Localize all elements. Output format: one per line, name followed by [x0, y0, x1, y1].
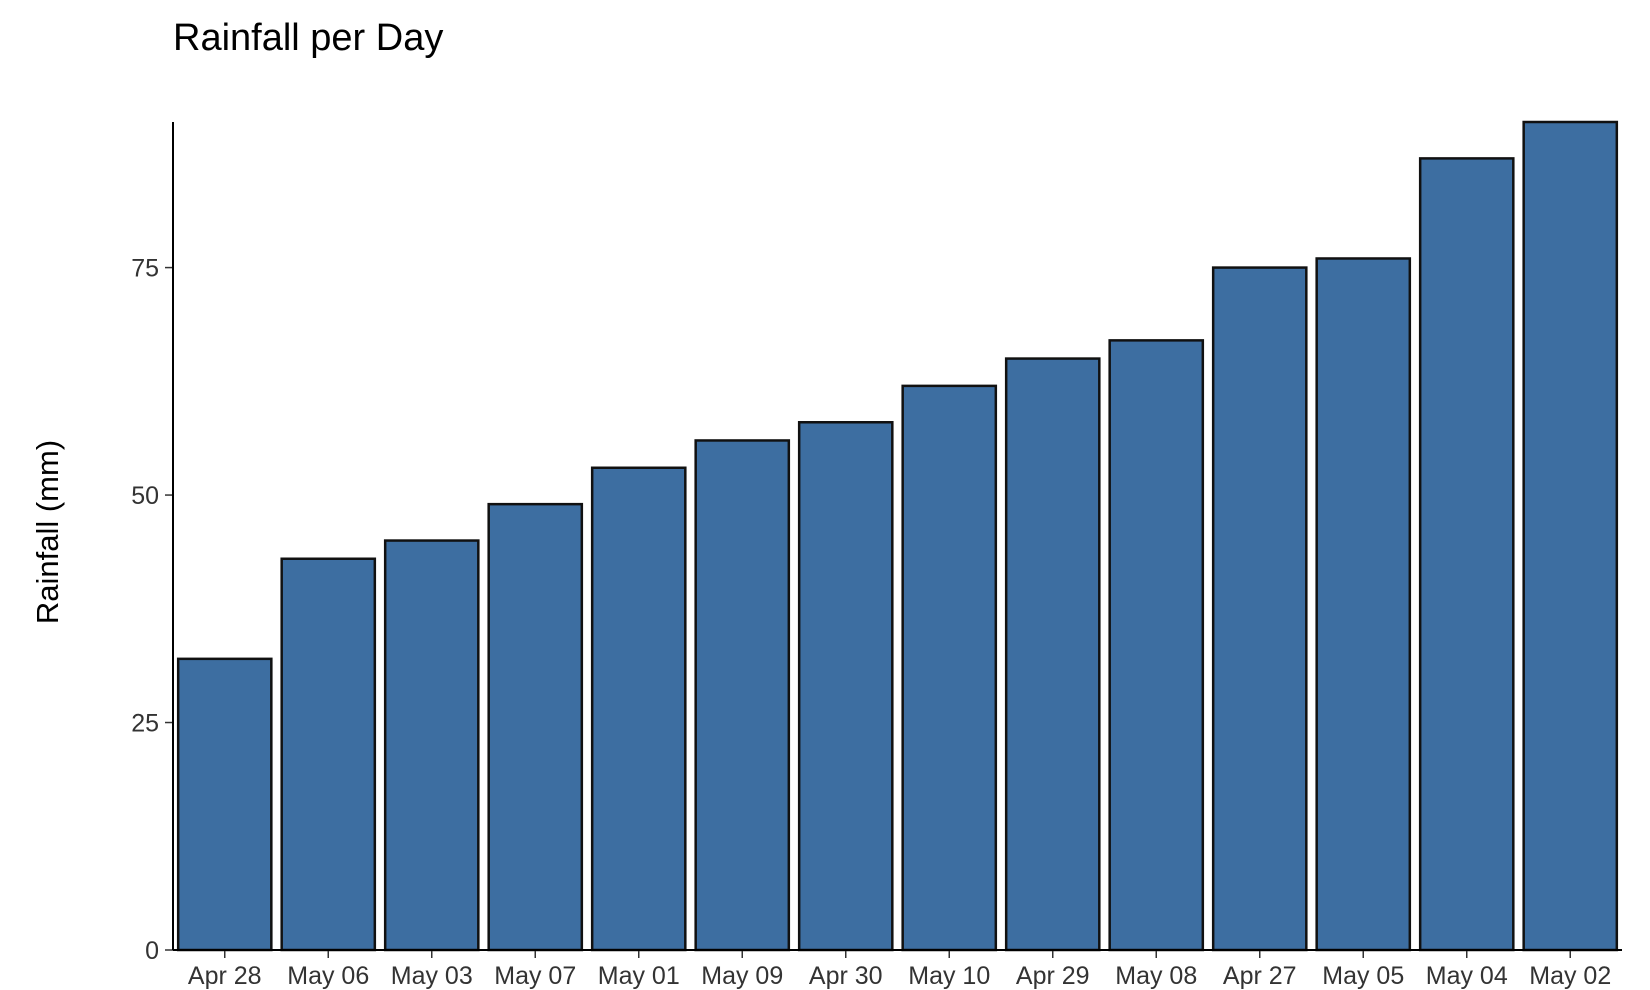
- y-tick-label: 75: [131, 255, 159, 283]
- x-axis-ticks: Apr 28 May 06 May 03 May 07 May 01 May 09 Apr …: [188, 950, 1611, 990]
- x-tick-label: Apr 28: [188, 962, 262, 990]
- y-axis-ticks: 0 25 50 75: [131, 255, 173, 965]
- bars-group: [176, 120, 1619, 952]
- y-tick-label: 0: [145, 937, 159, 965]
- bar-7: [901, 384, 998, 952]
- x-tick-label: Apr 29: [1016, 962, 1090, 990]
- x-tick-label: May 08: [1115, 962, 1197, 990]
- x-tick-label: May 01: [598, 962, 680, 990]
- bar-9: [1108, 339, 1205, 952]
- chart-title: Rainfall per Day: [173, 17, 443, 59]
- x-tick-label: May 03: [391, 962, 473, 990]
- x-tick-label: May 09: [701, 962, 783, 990]
- bar-1: [280, 557, 377, 952]
- x-tick-label: Apr 27: [1223, 962, 1297, 990]
- bar-10: [1211, 266, 1308, 952]
- x-tick-label: Apr 30: [809, 962, 883, 990]
- x-tick-label: May 02: [1529, 962, 1611, 990]
- x-tick-label: May 07: [494, 962, 576, 990]
- bar-13: [1522, 120, 1619, 952]
- x-tick-label: May 04: [1426, 962, 1508, 990]
- bar-8: [1004, 357, 1101, 952]
- bar-2: [383, 539, 480, 952]
- bar-4: [590, 466, 687, 952]
- bar-6: [797, 421, 894, 952]
- x-tick-label: May 05: [1322, 962, 1404, 990]
- bar-0: [176, 657, 273, 952]
- y-tick-label: 25: [131, 710, 159, 738]
- x-tick-label: May 10: [908, 962, 990, 990]
- bar-12: [1418, 157, 1515, 952]
- bar-5: [694, 439, 791, 952]
- y-axis-title: Rainfall (mm): [30, 440, 65, 624]
- bar-11: [1315, 257, 1412, 952]
- x-tick-label: May 06: [287, 962, 369, 990]
- bar-3: [487, 502, 584, 952]
- y-tick-label: 50: [131, 482, 159, 510]
